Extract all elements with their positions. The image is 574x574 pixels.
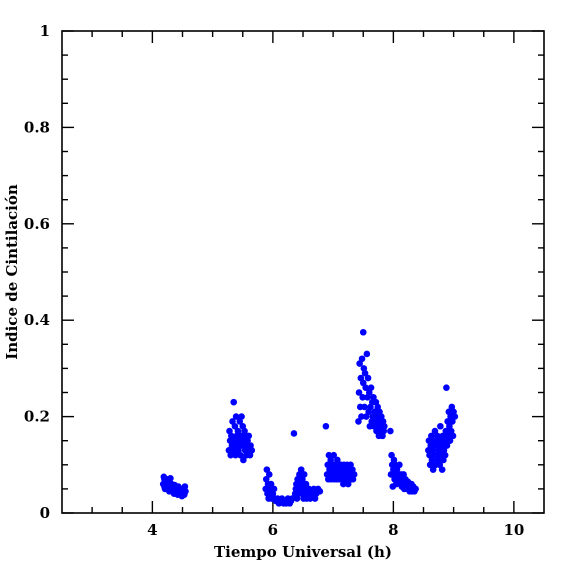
data-point [322, 422, 330, 430]
data-point [228, 432, 235, 440]
data-point [270, 485, 278, 493]
data-point [437, 422, 444, 430]
data-point [358, 413, 365, 420]
axis-tick-labels: 4 6 8 10 0 0.2 0.4 0.6 0.8 1 [24, 22, 524, 539]
x-axis-title: Tiempo Universal (h) [214, 543, 392, 561]
data-point [443, 442, 451, 449]
data-point [330, 451, 338, 459]
data-point [232, 413, 240, 420]
data-point [363, 350, 371, 358]
y-tick-label: 0.4 [24, 311, 50, 329]
data-point [381, 422, 388, 430]
y-tick-label: 0 [40, 504, 50, 522]
x-tick-label: 10 [503, 521, 524, 539]
data-point [361, 369, 369, 377]
data-point [305, 485, 313, 493]
data-point [237, 451, 244, 459]
data-point [288, 495, 296, 502]
x-tick-label: 4 [147, 521, 157, 539]
data-point [232, 451, 239, 459]
y-tick-label: 0.6 [24, 215, 50, 233]
x-tick-label: 6 [268, 521, 278, 539]
data-point [350, 471, 358, 478]
data-point [290, 430, 298, 437]
data-point [380, 427, 388, 435]
data-point [412, 485, 419, 493]
data-point [367, 384, 375, 391]
y-axis-title: Indice de Cintilación [3, 184, 21, 360]
data-point [451, 413, 459, 420]
data-point [438, 466, 446, 473]
x-tick-label: 8 [388, 521, 398, 539]
data-point [245, 432, 253, 440]
data-points [159, 328, 459, 507]
data-point [446, 437, 454, 445]
data-point [231, 422, 239, 430]
data-point [234, 427, 242, 435]
y-tick-label: 0.2 [24, 408, 50, 426]
data-point [238, 413, 245, 420]
data-point [240, 456, 247, 464]
axis-ticks [62, 30, 544, 514]
data-point [355, 418, 362, 425]
data-point [387, 427, 394, 435]
data-point [396, 461, 403, 469]
data-point [359, 394, 366, 401]
data-point [361, 403, 368, 411]
data-point [167, 474, 174, 482]
data-point [237, 432, 245, 440]
data-point [449, 432, 457, 440]
data-point [230, 398, 238, 406]
data-point [362, 384, 369, 391]
data-point [441, 451, 449, 459]
y-tick-label: 0.8 [24, 118, 50, 136]
data-point [265, 471, 273, 478]
data-point [182, 488, 189, 495]
data-point [443, 384, 450, 391]
data-point [355, 389, 363, 396]
data-point [297, 466, 305, 473]
plot-frame [61, 30, 545, 514]
data-point [248, 447, 256, 454]
data-point [316, 488, 324, 495]
data-point [300, 471, 308, 478]
data-point [364, 374, 372, 382]
y-tick-label: 1 [40, 22, 50, 40]
data-point [181, 483, 189, 490]
data-point [358, 355, 366, 363]
data-point [359, 328, 367, 336]
